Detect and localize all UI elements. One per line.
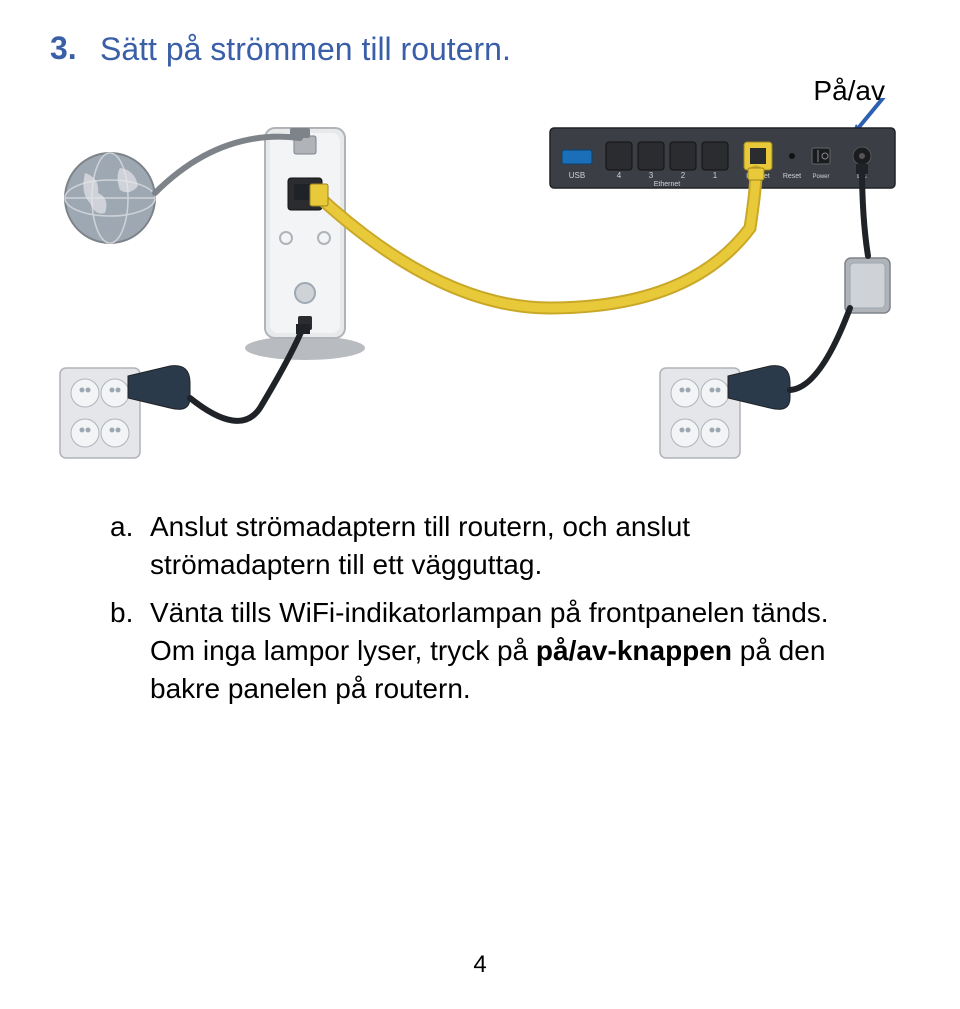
text-a: Anslut strömadaptern till routern, och a… xyxy=(150,508,860,584)
svg-text:Ethernet: Ethernet xyxy=(654,181,681,188)
svg-text:4: 4 xyxy=(617,171,622,180)
step-heading: 3. Sätt på strömmen till routern. xyxy=(50,30,910,68)
text-b-bold: på/av-knappen xyxy=(536,635,732,666)
step-title: Sätt på strömmen till routern. xyxy=(100,30,511,68)
bullet-a: a. xyxy=(110,508,150,584)
svg-text:1: 1 xyxy=(713,171,718,180)
svg-text:Reset: Reset xyxy=(783,173,801,180)
text-b: Vänta tills WiFi-indikatorlampan på fron… xyxy=(150,594,860,707)
item-b: b. Vänta tills WiFi-indikatorlampan på f… xyxy=(110,594,860,707)
step-number: 3. xyxy=(50,30,100,67)
instruction-text: a. Anslut strömadaptern till routern, oc… xyxy=(50,508,910,707)
svg-text:3: 3 xyxy=(649,171,654,180)
diagram-svg: USB 4 3 2 1 Ethernet Internet Reset Powe… xyxy=(50,98,910,478)
connection-diagram: USB 4 3 2 1 Ethernet Internet Reset Powe… xyxy=(50,98,910,478)
item-a: a. Anslut strömadaptern till routern, oc… xyxy=(110,508,860,584)
bullet-b: b. xyxy=(110,594,150,707)
page-number: 4 xyxy=(0,951,960,979)
port-label-usb: USB xyxy=(569,171,585,180)
svg-text:2: 2 xyxy=(681,171,686,180)
svg-text:Power: Power xyxy=(812,174,829,180)
